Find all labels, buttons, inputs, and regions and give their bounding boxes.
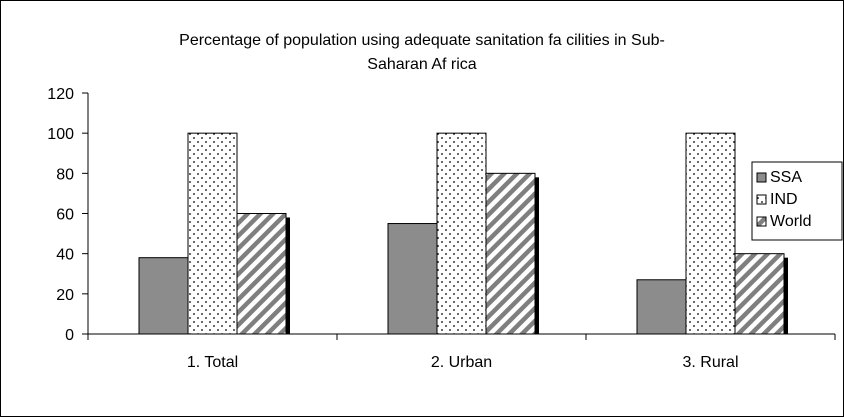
chart-title-line-2: Saharan Af rica bbox=[367, 56, 477, 73]
bar-ssa-1 bbox=[138, 257, 189, 335]
y-tick-label: 80 bbox=[56, 166, 74, 183]
bar-ind-1 bbox=[187, 132, 238, 335]
legend-label-ind: IND bbox=[770, 191, 798, 208]
legend-box bbox=[751, 161, 843, 241]
legend: SSA IND World bbox=[751, 161, 843, 241]
y-tick-label: 100 bbox=[47, 126, 74, 143]
x-tick-label: 3. Rural bbox=[682, 354, 738, 371]
legend-label-world: World bbox=[770, 213, 812, 230]
x-tick-label: 1. Total bbox=[187, 354, 238, 371]
legend-swatch-world bbox=[756, 216, 767, 227]
legend-label-ssa: SSA bbox=[770, 169, 802, 186]
x-tick-label: 2. Urban bbox=[431, 354, 492, 371]
y-tick-label: 20 bbox=[56, 287, 74, 304]
bar-ind-2 bbox=[436, 132, 487, 335]
legend-swatch-ssa bbox=[756, 172, 767, 183]
bar-ssa-2 bbox=[387, 223, 438, 335]
y-tick-label: 40 bbox=[56, 247, 74, 264]
x-axis: 1. Total 2. Urban 3. Rural bbox=[87, 333, 836, 371]
bar-world-3 bbox=[734, 253, 785, 335]
chart-title-line-1: Percentage of population using adequate … bbox=[179, 32, 665, 49]
chart-title: Percentage of population using adequate … bbox=[179, 32, 665, 73]
bar-ssa-3 bbox=[636, 279, 687, 335]
bars bbox=[138, 132, 788, 335]
y-axis: 0 20 40 60 80 100 120 bbox=[47, 86, 89, 344]
y-tick-label: 0 bbox=[65, 327, 74, 344]
y-tick-label: 60 bbox=[56, 207, 74, 224]
bar-world-2 bbox=[485, 172, 536, 335]
legend-swatch-ind bbox=[756, 194, 767, 205]
y-tick-label: 120 bbox=[47, 86, 74, 103]
bar-ind-3 bbox=[685, 132, 736, 335]
bar-world-1 bbox=[236, 213, 287, 335]
